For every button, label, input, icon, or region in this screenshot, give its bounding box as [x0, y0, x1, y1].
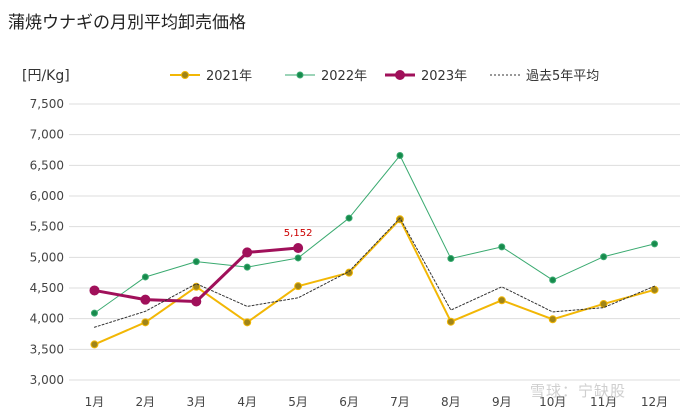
x-tick-label-11: 11月	[590, 395, 617, 409]
data-point-s2-8	[447, 255, 455, 263]
y-tick-label-5500: 5,500	[30, 220, 64, 234]
data-point-s2-9	[498, 243, 506, 251]
data-point-s3-2	[140, 294, 151, 305]
watermark: 雪球：宁缺股	[530, 382, 627, 400]
data-label-1: 5,152	[284, 228, 313, 239]
data-point-s3-5	[293, 243, 304, 254]
legend-marker-3	[395, 70, 405, 80]
x-tick-label-7: 7月	[390, 395, 410, 409]
x-tick-label-2: 2月	[136, 395, 156, 409]
y-tick-label-6000: 6,000	[30, 189, 64, 203]
x-tick-label-10: 10月	[539, 395, 566, 409]
series-line-1	[93, 218, 656, 346]
series-3	[89, 243, 304, 307]
series-line-4	[93, 217, 656, 328]
legend-marker-2	[296, 71, 304, 79]
data-point-s2-12	[651, 240, 659, 248]
data-point-s2-2	[141, 273, 149, 281]
data-point-s1-2	[141, 318, 150, 327]
y-axis-unit-label: [円/Kg]	[22, 68, 70, 84]
data-point-s2-4	[243, 263, 251, 271]
data-point-s1-8	[446, 317, 455, 326]
data-point-s1-10	[548, 315, 557, 324]
y-tick-label-4500: 4,500	[30, 281, 64, 295]
data-point-s1-5	[294, 282, 303, 291]
data-point-s2-11	[600, 253, 608, 261]
x-tick-label-3: 3月	[186, 395, 206, 409]
y-tick-label-7000: 7,000	[30, 128, 64, 142]
x-tick-label-6: 6月	[339, 395, 359, 409]
y-tick-label-5000: 5,000	[30, 250, 64, 264]
data-point-s3-4	[242, 247, 253, 258]
series-1	[90, 215, 659, 349]
x-tick-label-9: 9月	[492, 395, 512, 409]
legend: 2021年 2022年 2023年 過去5年平均	[170, 69, 599, 84]
legend-marker-1	[181, 71, 189, 79]
data-point-s1-9	[497, 296, 506, 305]
y-tick-label-4000: 4,000	[30, 312, 64, 326]
data-point-s2-7	[396, 152, 404, 160]
grid-lines	[69, 103, 680, 381]
series-line-2	[93, 155, 656, 314]
data-point-s1-11	[599, 299, 608, 308]
page-title: 蒲焼ウナギの月別平均卸売価格	[8, 13, 246, 33]
x-tick-label-8: 8月	[441, 395, 461, 409]
series-2	[90, 152, 659, 317]
data-point-s1-1	[90, 340, 99, 349]
y-tick-label-3500: 3,500	[30, 342, 64, 356]
data-point-s2-10	[549, 276, 557, 284]
data-point-s2-6	[345, 214, 353, 222]
legend-label-2: 2022年	[321, 69, 367, 84]
x-tick-label-4: 4月	[237, 395, 257, 409]
data-point-s1-12	[650, 285, 659, 294]
data-point-s2-5	[294, 254, 302, 262]
y-tick-label-3000: 3,000	[30, 373, 64, 387]
data-point-s2-1	[90, 309, 98, 317]
series-layer	[89, 152, 659, 349]
legend-label-4: 過去5年平均	[526, 69, 599, 84]
data-point-s1-6	[345, 268, 354, 277]
series-4	[93, 217, 656, 328]
legend-label-3: 2023年	[421, 69, 467, 84]
x-tick-label-12: 12月	[641, 395, 668, 409]
x-tick-label-5: 5月	[288, 395, 308, 409]
annotations: 5,152	[284, 228, 313, 239]
data-point-s1-4	[243, 318, 252, 327]
y-axis-ticks: 3,000 3,500 4,000 4,500 5,000 5,500 6,000 6,500…	[30, 97, 64, 387]
x-tick-label-1: 1月	[85, 395, 105, 409]
x-axis-ticks: 1月 2月 3月 4月 5月 6月 7月 8月 9月 10月 11月 12月	[85, 395, 669, 409]
data-point-s3-3	[191, 296, 202, 307]
data-point-s2-3	[192, 258, 200, 266]
y-tick-label-6500: 6,500	[30, 158, 64, 172]
series-line-3	[92, 246, 300, 303]
y-tick-label-7500: 7,500	[30, 97, 64, 111]
data-point-s3-1	[89, 285, 100, 296]
legend-label-1: 2021年	[206, 69, 252, 84]
